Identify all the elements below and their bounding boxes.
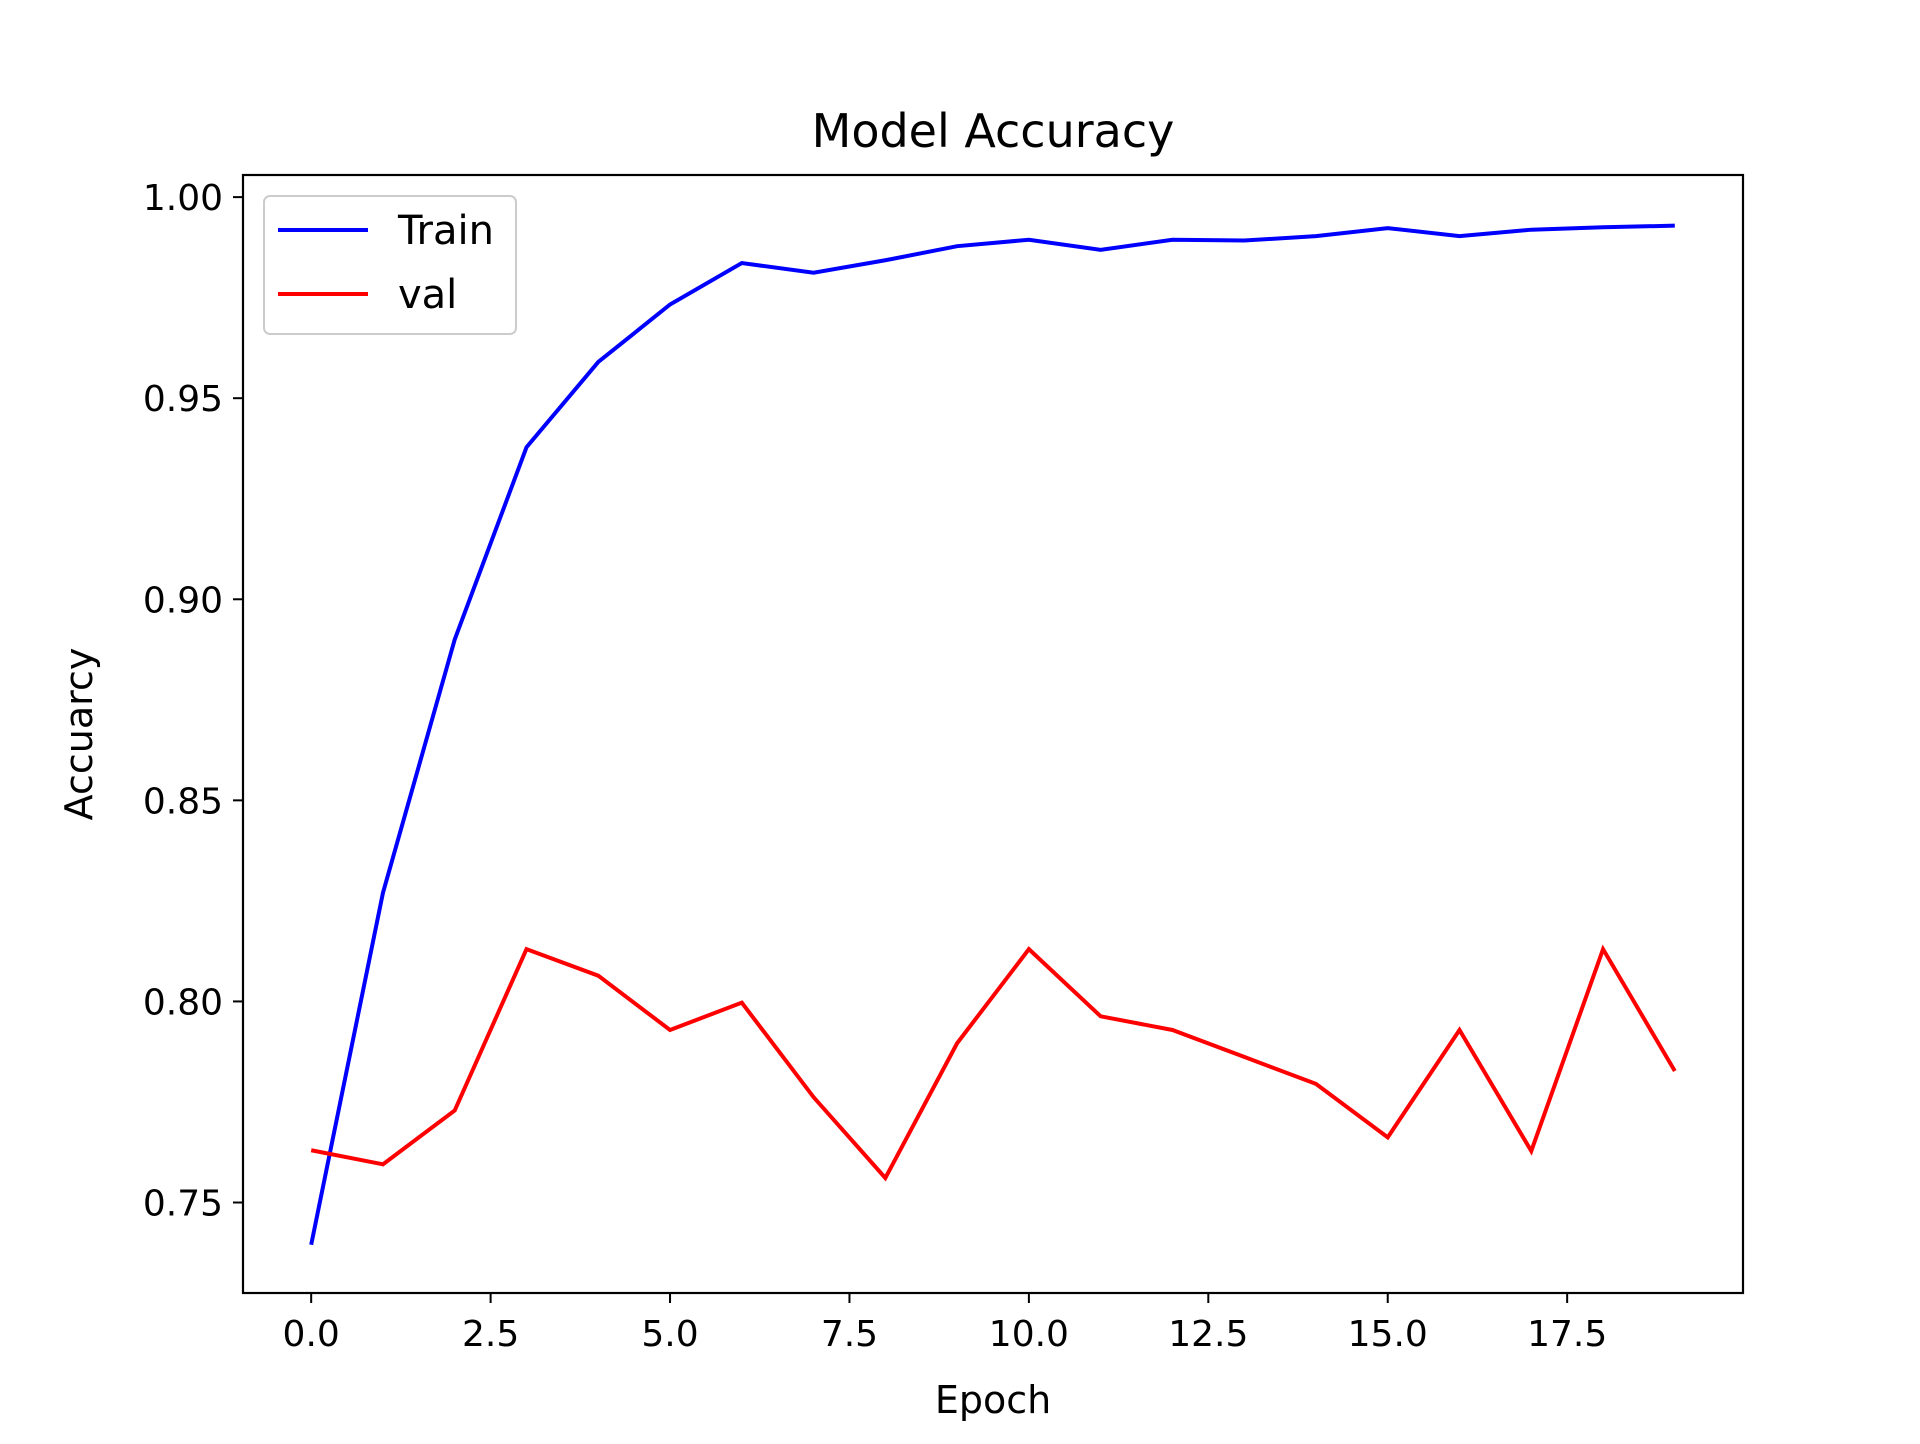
x-tick-label: 12.5	[1168, 1314, 1248, 1355]
x-tick-label: 10.0	[989, 1314, 1069, 1355]
y-tick-label: 0.90	[143, 580, 223, 621]
y-tick-label: 0.85	[143, 781, 223, 822]
x-tick-label: 2.5	[462, 1314, 519, 1355]
legend-label: Train	[397, 208, 494, 254]
x-axis-label: Epoch	[935, 1378, 1051, 1422]
y-tick-label: 1.00	[143, 178, 223, 219]
chart-title: Model Accuracy	[812, 104, 1175, 158]
x-tick-label: 17.5	[1527, 1314, 1607, 1355]
x-tick-label: 5.0	[641, 1314, 698, 1355]
y-tick-label: 0.95	[143, 379, 223, 420]
y-tick-label: 0.80	[143, 982, 223, 1023]
y-tick-label: 0.75	[143, 1184, 223, 1225]
legend-label: val	[398, 272, 457, 318]
x-tick-label: 0.0	[283, 1314, 340, 1355]
x-tick-label: 15.0	[1348, 1314, 1428, 1355]
legend: Train val	[264, 196, 516, 334]
y-axis-label: Accuarcy	[57, 648, 101, 821]
x-tick-label: 7.5	[821, 1314, 878, 1355]
